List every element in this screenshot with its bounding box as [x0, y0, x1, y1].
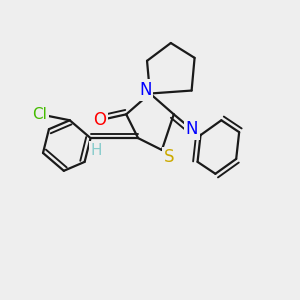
- Text: H: H: [91, 142, 102, 158]
- Text: Cl: Cl: [33, 107, 47, 122]
- Text: S: S: [164, 148, 175, 166]
- Text: N: N: [139, 81, 152, 99]
- Text: N: N: [185, 120, 198, 138]
- Text: O: O: [93, 111, 106, 129]
